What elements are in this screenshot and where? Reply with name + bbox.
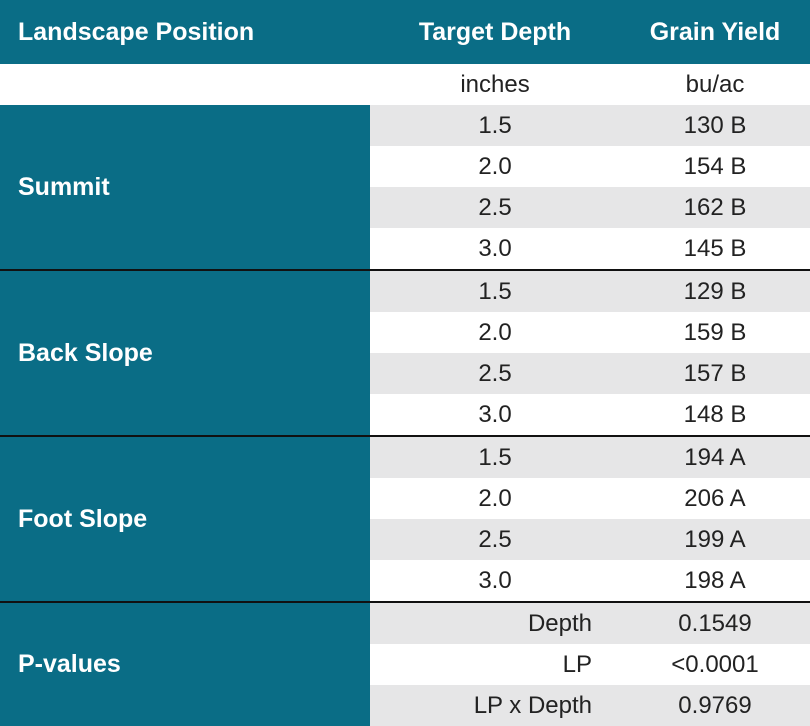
grain-yield-cell: 198 A [620,560,810,602]
grain-yield-cell: 159 B [620,312,810,353]
target-depth-cell: 1.5 [370,435,620,478]
table-row: 2.5 162 B [0,187,810,228]
target-depth-cell: 2.5 [370,187,620,228]
table-row: 2.5 199 A [0,519,810,560]
grain-yield-cell: 154 B [620,146,810,187]
target-depth-cell: 2.5 [370,353,620,394]
table-row: 2.0 206 A [0,478,810,519]
grain-yield-cell: 129 B [620,269,810,312]
pvalue-cell: <0.0001 [620,644,810,685]
pvalue-cell: 0.1549 [620,601,810,644]
header-grain-yield: Grain Yield [620,0,810,64]
grain-yield-cell: 194 A [620,435,810,478]
target-depth-cell: 3.0 [370,560,620,602]
table-row: 3.0 148 B [0,394,810,436]
target-depth-cell: 1.5 [370,105,620,146]
units-yield: bu/ac [620,64,810,105]
pvalue-term-cell: Depth [370,601,620,644]
grain-yield-cell: 148 B [620,394,810,436]
target-depth-cell: 3.0 [370,228,620,270]
table-row: Summit 1.5 130 B [0,105,810,270]
header-row: Landscape Position Target Depth Grain Yi… [0,0,810,64]
landscape-position-foot-slope: Foot Slope [0,435,370,602]
units-blank [0,64,370,105]
table-row: 2.5 157 B [0,353,810,394]
pvalue-cell: 0.9769 [620,685,810,726]
target-depth-cell: 2.5 [370,519,620,560]
pvalues-label: P-values [0,601,370,726]
grain-yield-cell: 206 A [620,478,810,519]
table-row: Foot Slope 1.5 194 A [0,435,810,602]
units-depth: inches [370,64,620,105]
table-row: 3.0 145 B [0,228,810,270]
target-depth-cell: 1.5 [370,269,620,312]
table-row: 3.0 198 A [0,560,810,602]
landscape-position-back-slope: Back Slope [0,269,370,436]
grain-yield-cell: 157 B [620,353,810,394]
pvalue-term-cell: LP [370,644,620,685]
grain-yield-cell: 162 B [620,187,810,228]
table-row: Back Slope 1.5 129 B [0,269,810,436]
header-landscape-position: Landscape Position [0,0,370,64]
grain-yield-cell: 199 A [620,519,810,560]
table-row: 2.0 159 B [0,312,810,353]
table-row: LP <0.0001 [0,644,810,685]
target-depth-cell: 2.0 [370,312,620,353]
grain-yield-cell: 145 B [620,228,810,270]
table-row: P-values Depth 0.1549 [0,601,810,726]
table-row: 2.0 154 B [0,146,810,187]
target-depth-cell: 2.0 [370,478,620,519]
header-target-depth: Target Depth [370,0,620,64]
target-depth-cell: 2.0 [370,146,620,187]
pvalue-term-cell: LP x Depth [370,685,620,726]
table-row: LP x Depth 0.9769 [0,685,810,726]
target-depth-cell: 3.0 [370,394,620,436]
units-row: inches bu/ac [0,64,810,105]
grain-yield-cell: 130 B [620,105,810,146]
landscape-position-summit: Summit [0,105,370,270]
